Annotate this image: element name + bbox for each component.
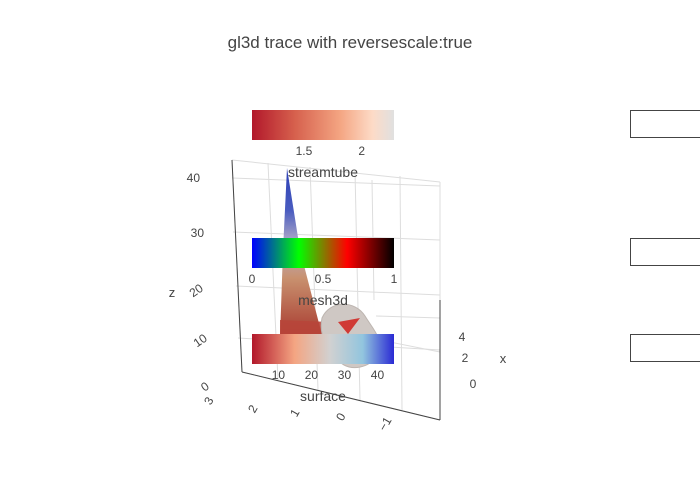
chart-title: gl3d trace with reversescale:true [227, 33, 473, 52]
z-axis-title: z [169, 285, 176, 300]
colorbar-tick-label: 40 [371, 368, 385, 382]
colorbar-streamtube: 1.5 2 streamtube [252, 110, 394, 180]
y-axis-ticks: 3 2 1 0 −1 [201, 394, 395, 433]
colorbar-tick-label: 1.5 [296, 144, 313, 158]
y-tick-label: 2 [245, 402, 261, 415]
z-tick-label: 40 [187, 171, 201, 185]
y-tick-label: 3 [201, 394, 217, 407]
x-tick-label: 0 [470, 377, 477, 391]
colorbar-tick-label: 30 [338, 368, 352, 382]
colorbar-tick-label: 10 [272, 368, 286, 382]
colorbar-streamtube-bar [252, 110, 394, 140]
x-tick-label: 2 [462, 351, 469, 365]
z-tick-label: 10 [191, 331, 210, 350]
colorbar-surface: 10 20 30 40 surface [252, 334, 394, 404]
colorbar-tick-label: 1 [391, 272, 398, 286]
colorbar-tick-label: 0.5 [315, 272, 332, 286]
scene-axes [231, 159, 441, 421]
z-tick-label: 20 [187, 281, 206, 300]
colorbar-mesh3d-bar [252, 238, 394, 268]
colorbar-surface-bar [252, 334, 394, 364]
y-tick-label: 1 [287, 406, 303, 419]
streamtube-highlight [338, 318, 360, 334]
colorbar-mesh3d: 0 0.5 1 mesh3d [249, 238, 398, 308]
x-tick-label: 4 [459, 330, 466, 344]
z-axis-ticks: 40 30 20 10 0 [187, 171, 212, 394]
legend-item-2[interactable] [630, 238, 700, 266]
colorbar-tick-label: 2 [358, 144, 365, 158]
colorbar-streamtube-name: streamtube [288, 164, 358, 180]
colorbar-tick-label: 20 [305, 368, 319, 382]
colorbar-surface-name: surface [300, 388, 346, 404]
surface-spike [280, 168, 322, 338]
y-tick-label: −1 [376, 414, 395, 433]
scene-grid [231, 159, 441, 421]
legend-item-3[interactable] [630, 334, 700, 362]
z-tick-label: 30 [191, 226, 205, 240]
y-tick-label: 0 [333, 410, 349, 423]
x-axis-title: x [500, 351, 507, 366]
legend-item-1[interactable] [630, 110, 700, 138]
x-axis-ticks: 4 2 0 [459, 330, 477, 391]
z-tick-label: 0 [198, 379, 212, 394]
colorbar-mesh3d-name: mesh3d [298, 292, 348, 308]
colorbar-tick-label: 0 [249, 272, 256, 286]
